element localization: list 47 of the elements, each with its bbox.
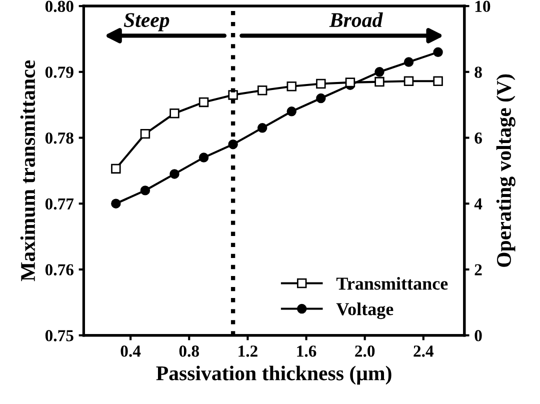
y2-tick-label: 10 (475, 0, 490, 12)
y2-tick-label: 6 (474, 132, 482, 144)
point (433, 47, 443, 58)
y2-tick-label: 4 (474, 198, 482, 210)
x-tick-label: 1.6 (297, 346, 316, 357)
point (257, 85, 268, 96)
point (228, 90, 238, 100)
point (433, 76, 443, 86)
point (374, 67, 384, 77)
x-axis-title: Passivation thickness (μm) (156, 366, 392, 385)
y2-tick-label: 0 (474, 330, 482, 342)
point (316, 78, 326, 89)
y-tick-label: 0.75 (45, 330, 74, 342)
point (316, 93, 326, 104)
x-tick-label: 0.8 (179, 346, 199, 357)
point (170, 169, 180, 179)
y-tick-label: 0.78 (45, 132, 74, 144)
x-tick-label: 2.4 (414, 346, 434, 357)
y-tick-label: 0.80 (45, 0, 74, 12)
point (111, 164, 121, 174)
annotation: Broad (329, 12, 383, 28)
point (111, 198, 121, 208)
y-axis-title: Maximum transmittance (20, 60, 36, 282)
x-tick-label: 2.0 (355, 346, 375, 357)
legend-label: Transmittance (336, 277, 448, 290)
point (345, 78, 356, 88)
y-tick-label: 0.79 (45, 66, 74, 78)
point (404, 76, 414, 86)
legend-label: Voltage (336, 302, 394, 320)
y-tick-label: 0.77 (45, 198, 74, 210)
point (140, 186, 150, 196)
point (404, 57, 414, 67)
y2-axis-title: Operating voltage (V) (496, 74, 516, 267)
y2-tick-label: 8 (474, 66, 482, 78)
point (198, 152, 209, 162)
y-tick-label: 0.76 (45, 264, 74, 276)
x-tick-label: 0.4 (120, 346, 141, 357)
point (170, 108, 180, 118)
point (286, 82, 296, 92)
point (374, 76, 384, 87)
point (286, 106, 296, 116)
point (257, 123, 268, 133)
y2-tick-label: 2 (474, 264, 482, 276)
point (140, 128, 150, 139)
annotation: Steep (124, 13, 170, 32)
x-tick-label: 1.2 (238, 346, 258, 357)
point (198, 97, 209, 108)
